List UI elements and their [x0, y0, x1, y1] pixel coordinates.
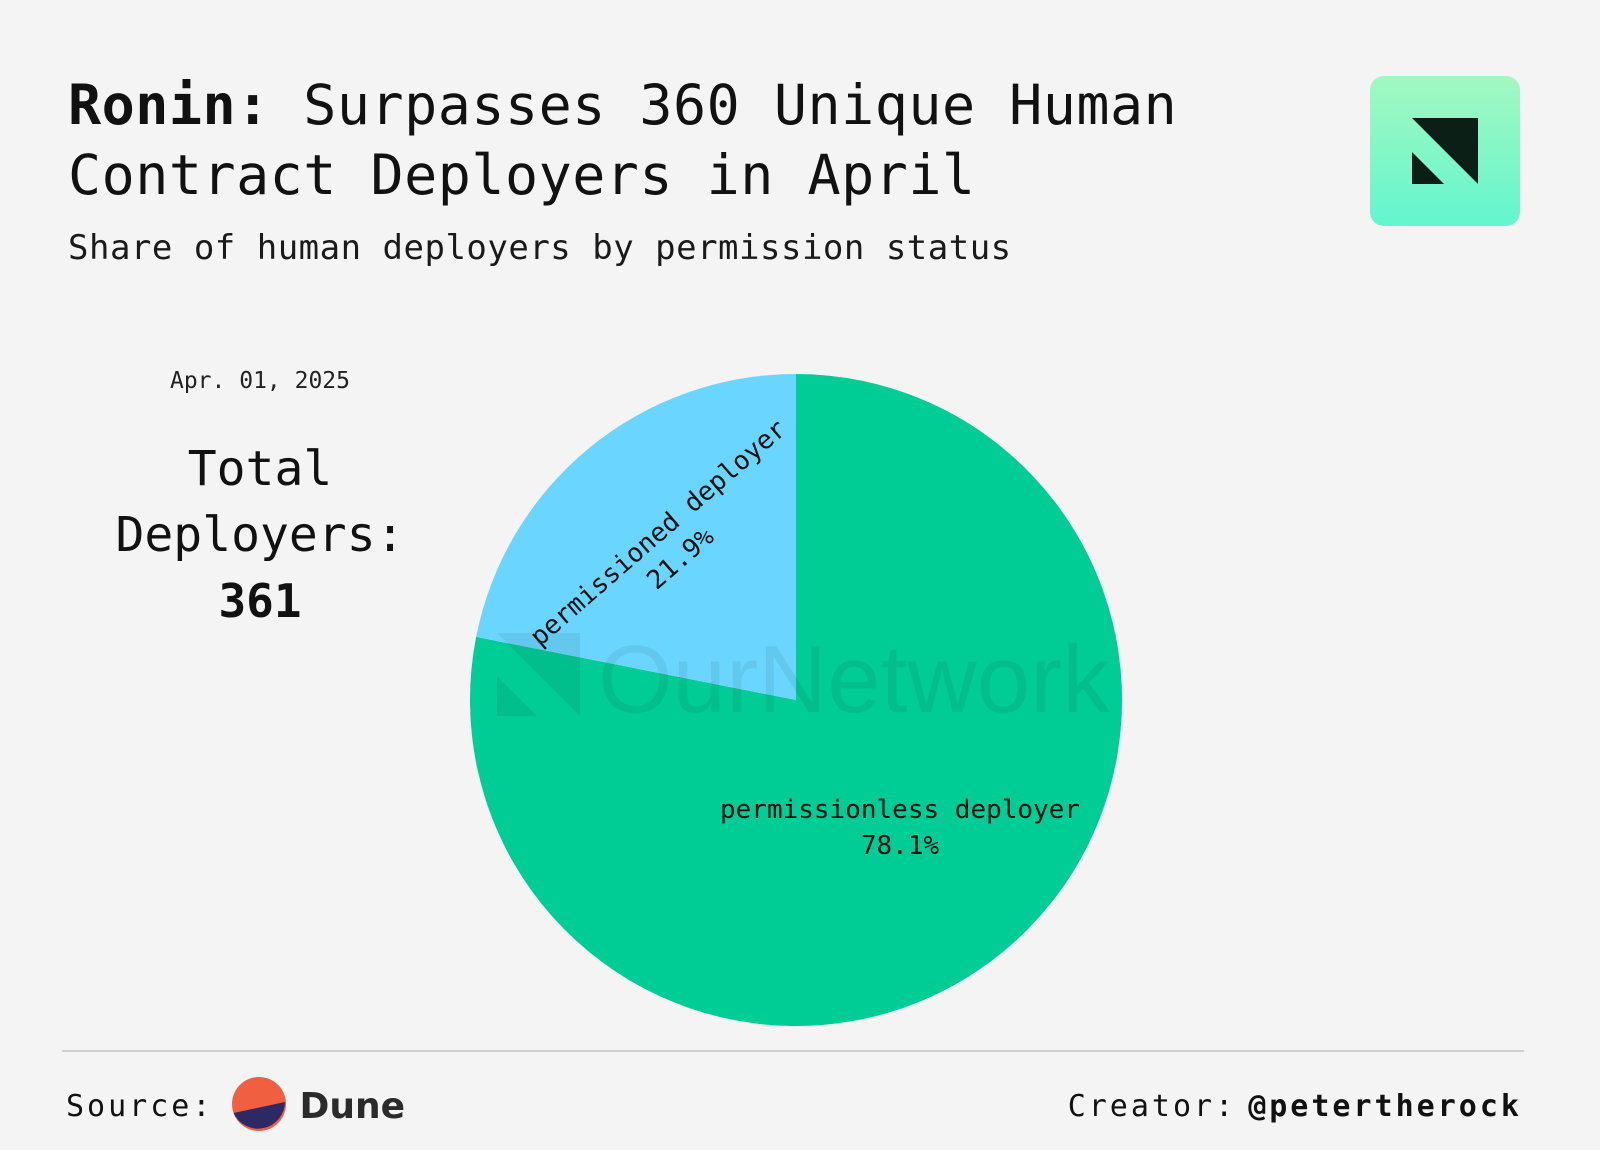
creator-handle: @petertherock — [1248, 1088, 1522, 1124]
slice-value-permissionless: 78.1% — [861, 831, 940, 861]
dune-logo-icon — [231, 1076, 287, 1136]
snapshot-date: Apr. 01, 2025 — [169, 368, 350, 394]
title-rest: Surpasses 360 Unique Human Contract Depl… — [68, 73, 1178, 207]
page-title: Ronin: Surpasses 360 Unique Human Contra… — [68, 70, 1318, 210]
total-deployers-label: Total Deployers: — [115, 441, 405, 563]
source-credit: Source: Dune — [66, 1076, 405, 1136]
pie-slice-permissioned-deployer — [476, 374, 796, 700]
creator-label: Creator: — [1067, 1088, 1237, 1124]
source-name: Dune — [299, 1085, 405, 1127]
page-subtitle: Share of human deployers by permission s… — [68, 228, 1012, 268]
total-deployers-block: Total Deployers: 361 — [90, 436, 430, 634]
watermark: OurNetwork — [497, 626, 1111, 733]
creator-credit: Creator: @petertherock — [1068, 1078, 1522, 1134]
title-lead: Ronin: — [68, 73, 270, 137]
slice-label-permissionless: permissionless deployer — [720, 795, 1080, 825]
source-label: Source: — [66, 1088, 214, 1124]
ournetwork-logo-icon — [1370, 76, 1520, 226]
footer-divider — [62, 1050, 1524, 1052]
total-deployers-value: 361 — [218, 574, 302, 628]
watermark-text: OurNetwork — [598, 626, 1111, 733]
